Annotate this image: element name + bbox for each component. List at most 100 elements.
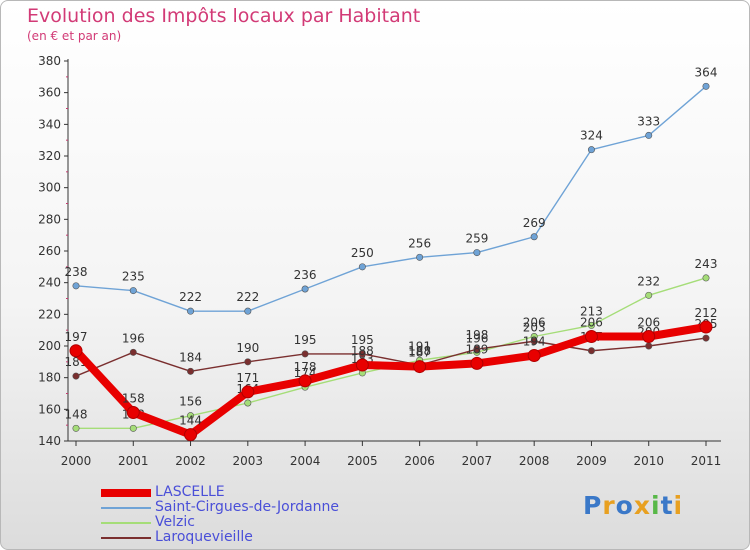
- series-line-lascelle: [72, 323, 710, 439]
- logo-letter: o: [615, 491, 634, 520]
- data-point: [72, 282, 80, 290]
- y-tick-label: 320: [38, 149, 61, 163]
- data-point: [187, 412, 195, 420]
- data-point: [301, 285, 309, 293]
- y-tick-label: 380: [38, 54, 61, 68]
- y-tick-label: 280: [38, 212, 61, 226]
- data-point: [187, 307, 195, 315]
- data-point: [584, 330, 598, 343]
- data-point: [244, 358, 252, 366]
- legend-label: Laroquevieille: [155, 529, 253, 545]
- x-tick-label: 2008: [519, 454, 550, 468]
- data-point: [129, 287, 137, 295]
- logo-letter: t: [660, 491, 674, 520]
- legend-label: LASCELLE: [155, 484, 225, 500]
- data-point: [69, 344, 83, 358]
- data-point: [184, 428, 198, 442]
- data-point: [645, 131, 653, 139]
- data-label: 178: [294, 360, 317, 374]
- data-label: 195: [351, 333, 374, 347]
- logo-letter: r: [602, 491, 616, 520]
- logo-letter: i: [673, 491, 684, 520]
- y-tick-label: 180: [38, 371, 61, 385]
- data-label: 156: [179, 395, 202, 409]
- legend-label: Saint-Cirgues-de-Jordanne: [155, 499, 340, 515]
- data-label: 196: [465, 331, 488, 345]
- data-label: 198: [465, 328, 488, 342]
- data-point: [244, 307, 252, 315]
- x-tick-label: 2006: [404, 454, 435, 468]
- data-point: [587, 146, 595, 154]
- data-point: [358, 350, 366, 358]
- data-label: 171: [236, 371, 259, 385]
- data-point: [642, 330, 656, 343]
- data-label: 222: [179, 290, 202, 304]
- x-tick-label: 2002: [175, 454, 206, 468]
- data-label: 187: [408, 346, 431, 360]
- data-point: [530, 233, 538, 241]
- logo-letter: P: [583, 491, 603, 520]
- data-label: 333: [637, 114, 660, 128]
- x-tick-label: 2001: [118, 454, 149, 468]
- data-label: 196: [122, 331, 145, 345]
- data-point: [699, 320, 713, 334]
- data-point: [473, 345, 481, 353]
- data-point: [530, 337, 538, 345]
- logo-letter: x: [633, 491, 651, 520]
- legend-swatch: [101, 537, 151, 539]
- chart-subtitle: (en € et par an): [27, 29, 122, 43]
- data-point: [645, 342, 653, 350]
- data-label: 197: [65, 330, 88, 344]
- data-label: 235: [122, 270, 145, 284]
- y-tick-label: 340: [38, 117, 61, 131]
- data-point: [358, 263, 366, 271]
- data-label: 364: [695, 65, 718, 79]
- data-point: [126, 406, 140, 419]
- series-line-laroquevieille: [75, 337, 707, 377]
- data-point: [129, 348, 137, 356]
- y-tick-label: 260: [38, 244, 61, 258]
- data-label: 206: [637, 316, 660, 330]
- data-label: 256: [408, 236, 431, 250]
- data-label: 191: [408, 339, 431, 353]
- data-label: 232: [637, 274, 660, 288]
- data-label: 184: [179, 350, 202, 364]
- data-label: 269: [523, 216, 546, 230]
- data-label: 188: [351, 344, 374, 358]
- y-tick-label: 220: [38, 307, 61, 321]
- data-label: 250: [351, 246, 374, 260]
- x-tick-label: 2007: [462, 454, 493, 468]
- data-label: 195: [294, 333, 317, 347]
- data-label: 188: [408, 344, 431, 358]
- series-line-velzic: [75, 277, 707, 430]
- data-label: 238: [65, 265, 88, 279]
- data-point: [702, 274, 710, 282]
- y-tick-label: 140: [38, 434, 61, 448]
- data-label: 190: [236, 341, 259, 355]
- data-point: [527, 349, 541, 362]
- x-tick-label: 2005: [347, 454, 378, 468]
- y-tick-label: 360: [38, 86, 61, 100]
- x-tick-label: 2009: [576, 454, 607, 468]
- data-point: [470, 356, 484, 370]
- proxiti-logo: Proxiti: [583, 491, 683, 520]
- legend-label: Velzic: [155, 514, 195, 530]
- data-point: [301, 350, 309, 358]
- data-label: 206: [580, 316, 603, 330]
- data-point: [473, 249, 481, 257]
- legend-swatch: [101, 522, 151, 524]
- data-point: [587, 347, 595, 355]
- data-label: 212: [695, 306, 718, 320]
- y-tick-label: 200: [38, 339, 61, 353]
- legend-swatch: [101, 489, 151, 497]
- data-point: [702, 82, 710, 90]
- logo-letter: i: [651, 491, 661, 520]
- data-point: [72, 372, 80, 380]
- y-tick-label: 300: [38, 181, 61, 195]
- data-point: [72, 424, 80, 432]
- data-label: 259: [465, 232, 488, 246]
- data-point: [645, 291, 653, 299]
- data-label: 203: [523, 320, 546, 334]
